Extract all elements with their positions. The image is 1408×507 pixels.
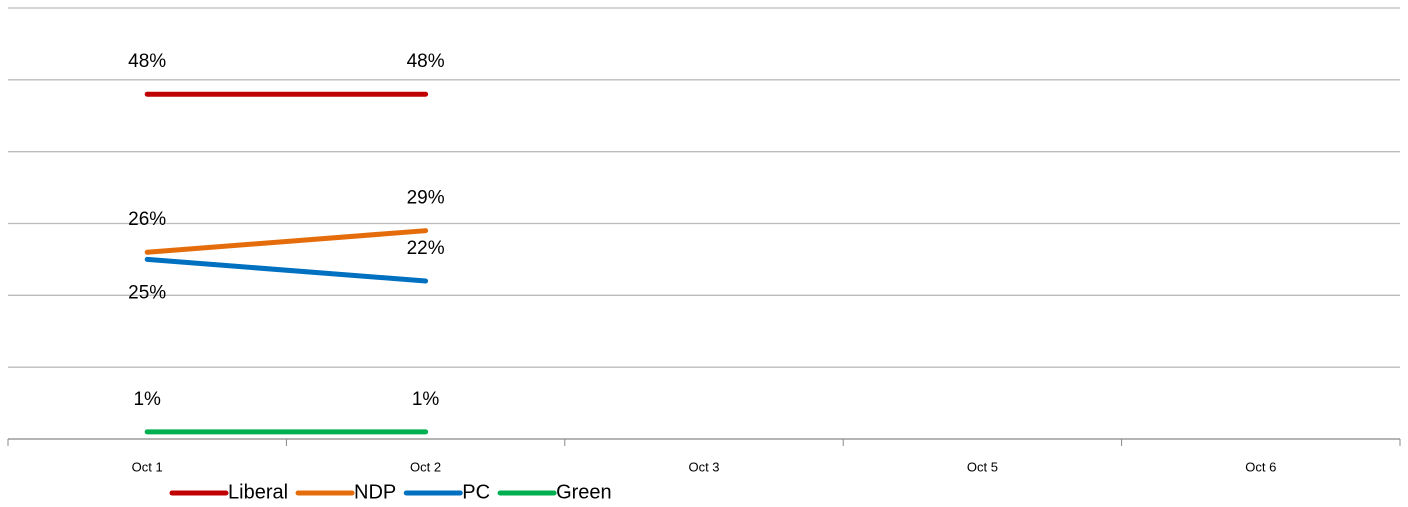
value-label: 26% [128,209,166,230]
value-label: 1% [412,389,440,410]
legend-label: PC [462,481,490,503]
series-line [144,228,429,255]
x-tick-label: Oct 5 [967,459,998,474]
value-label: 29% [407,188,445,209]
x-tick-label: Oct 3 [688,459,719,474]
x-tick-label: Oct 6 [1245,459,1276,474]
x-tick-label: Oct 1 [132,459,163,474]
series-line [144,256,429,284]
value-label: 48% [407,51,445,72]
legend-label: NDP [354,481,396,503]
value-label: 25% [128,282,166,303]
value-label: 22% [407,238,445,259]
legend-label: Liberal [228,481,288,503]
x-tick-label: Oct 2 [410,459,441,474]
value-label: 48% [128,51,166,72]
value-label: 1% [133,389,161,410]
legend-label: Green [556,481,612,503]
